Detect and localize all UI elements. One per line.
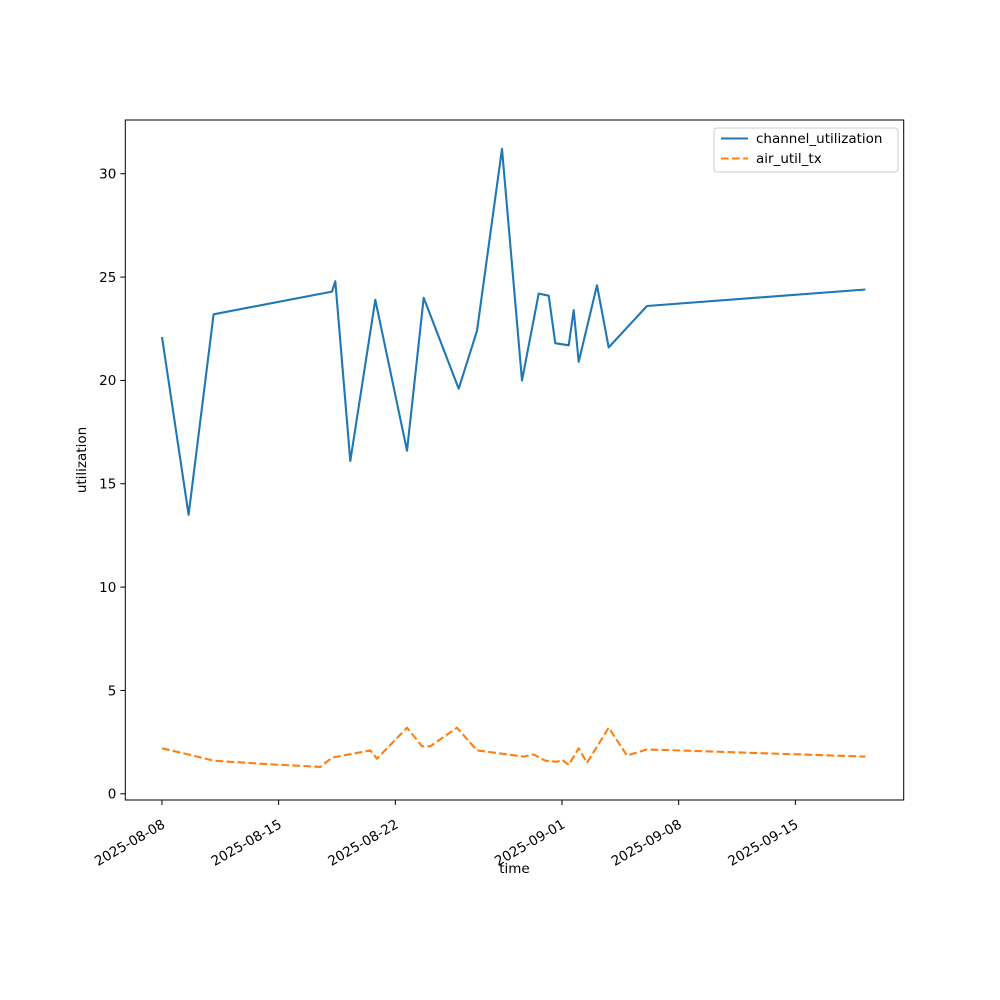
legend-label-channel-utilization: channel_utilization	[756, 131, 883, 147]
legend: channel_utilization air_util_tx	[713, 127, 899, 173]
series-channel_utilization-line	[160, 147, 866, 516]
x-tick-label: 2025-09-08	[609, 817, 685, 870]
axes-frame	[124, 119, 905, 801]
plot-area: 2025-08-08 2025-08-15 2025-08-22 2025-09-01…	[92, 119, 905, 870]
y-tick-label: 15	[99, 477, 116, 493]
y-tick-label: 10	[99, 580, 116, 596]
series-air_util_tx-line	[161, 726, 866, 768]
x-axis-label: time	[499, 861, 530, 877]
y-tick-label: 25	[99, 270, 116, 286]
y-tick-label: 30	[99, 167, 116, 183]
x-tick-label: 2025-08-15	[209, 817, 285, 870]
x-tick-label: 2025-08-22	[325, 817, 401, 870]
x-tick-label: 2025-09-15	[725, 817, 801, 870]
legend-label-air-util-tx: air_util_tx	[756, 151, 822, 167]
y-tick-label: 5	[108, 683, 117, 699]
y-tick-label: 20	[99, 373, 116, 389]
y-tick-label: 0	[108, 787, 117, 803]
x-tick-label: 2025-08-08	[92, 817, 168, 870]
legend-box	[713, 127, 899, 173]
y-axis-label: utilization	[74, 427, 90, 493]
